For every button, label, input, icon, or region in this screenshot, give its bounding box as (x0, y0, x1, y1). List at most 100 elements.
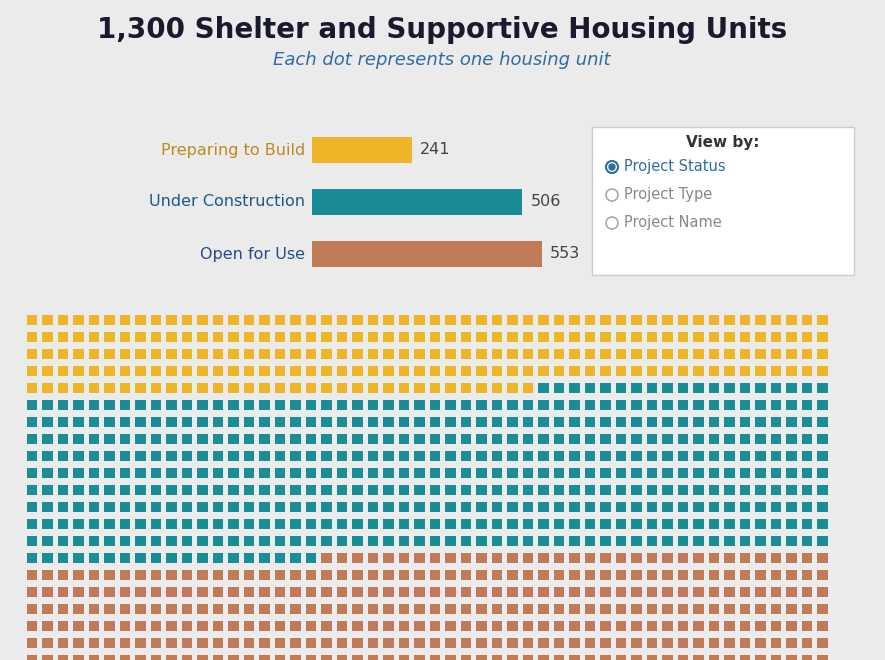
Point (552, 620, 566, 631)
Point (629, 400, 643, 411)
Point (784, 570, 798, 580)
Point (428, 451, 442, 461)
Point (474, 484, 489, 495)
Point (180, 416, 194, 427)
Point (103, 332, 117, 343)
Point (645, 315, 659, 325)
Point (629, 416, 643, 427)
Point (335, 366, 349, 376)
Point (72, 484, 86, 495)
Point (738, 604, 752, 614)
Point (629, 638, 643, 648)
Point (412, 655, 427, 660)
Point (319, 638, 334, 648)
Point (552, 519, 566, 529)
Point (335, 451, 349, 461)
Point (645, 484, 659, 495)
Point (72, 570, 86, 580)
Point (567, 416, 581, 427)
Point (258, 587, 272, 597)
Point (691, 451, 705, 461)
Point (258, 383, 272, 393)
Point (134, 315, 148, 325)
Point (25, 315, 39, 325)
Point (149, 552, 163, 563)
Point (396, 383, 411, 393)
Point (196, 519, 210, 529)
Point (815, 451, 829, 461)
Point (289, 604, 303, 614)
Point (149, 416, 163, 427)
Point (521, 484, 535, 495)
Point (72, 638, 86, 648)
Point (103, 620, 117, 631)
Point (180, 484, 194, 495)
Point (614, 451, 628, 461)
Point (396, 519, 411, 529)
Point (645, 519, 659, 529)
Point (676, 348, 690, 359)
Point (583, 484, 597, 495)
Point (412, 348, 427, 359)
Point (629, 348, 643, 359)
Point (552, 451, 566, 461)
Point (87, 536, 101, 546)
Point (118, 366, 132, 376)
Point (103, 604, 117, 614)
Point (474, 468, 489, 478)
Point (103, 348, 117, 359)
Point (412, 552, 427, 563)
Point (784, 655, 798, 660)
Point (459, 383, 473, 393)
Point (56, 519, 70, 529)
Point (165, 638, 179, 648)
Point (304, 587, 318, 597)
Point (753, 570, 767, 580)
Point (41, 416, 55, 427)
Point (165, 570, 179, 580)
Point (443, 570, 458, 580)
Point (350, 315, 365, 325)
Point (366, 468, 380, 478)
Point (505, 638, 519, 648)
Point (242, 383, 256, 393)
Point (676, 620, 690, 631)
Point (738, 484, 752, 495)
Point (536, 620, 550, 631)
Point (72, 502, 86, 512)
Point (645, 366, 659, 376)
Point (350, 383, 365, 393)
Point (428, 620, 442, 631)
Point (118, 416, 132, 427)
Point (722, 383, 736, 393)
Point (227, 315, 241, 325)
Point (25, 366, 39, 376)
Point (753, 383, 767, 393)
Point (289, 416, 303, 427)
Point (676, 587, 690, 597)
Point (490, 552, 504, 563)
Point (25, 655, 39, 660)
Point (180, 502, 194, 512)
Point (335, 484, 349, 495)
Point (536, 638, 550, 648)
Point (165, 366, 179, 376)
Point (722, 400, 736, 411)
Point (258, 536, 272, 546)
Point (428, 502, 442, 512)
Point (211, 315, 225, 325)
Point (335, 638, 349, 648)
Point (459, 468, 473, 478)
Point (552, 655, 566, 660)
Point (258, 604, 272, 614)
Point (180, 468, 194, 478)
Point (815, 536, 829, 546)
Point (72, 348, 86, 359)
Point (196, 638, 210, 648)
Point (428, 383, 442, 393)
Point (304, 400, 318, 411)
Point (722, 484, 736, 495)
Point (490, 416, 504, 427)
Point (428, 366, 442, 376)
Point (676, 484, 690, 495)
